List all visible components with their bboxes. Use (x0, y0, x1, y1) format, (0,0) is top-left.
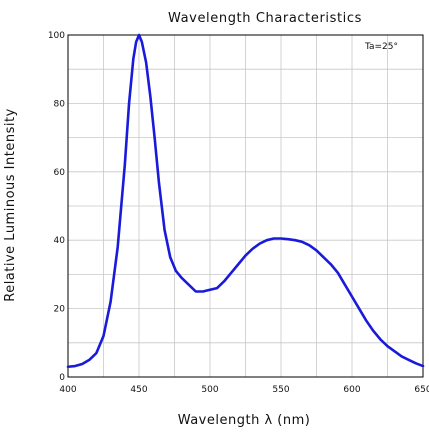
series-line-spectrum (66, 33, 425, 369)
y-tick-label: 40 (54, 236, 66, 246)
grid-lines (68, 35, 423, 377)
x-tick-label: 450 (130, 385, 147, 395)
x-axis-ticks: 400 450 500 550 600 650 (59, 385, 429, 395)
plot-frame (67, 34, 424, 378)
x-tick-label: 500 (201, 385, 218, 395)
y-axis-label: Relative Luminous Intensity (3, 108, 18, 302)
y-tick-label: 100 (48, 31, 65, 41)
temperature-annotation: Ta=25° (364, 42, 398, 52)
y-tick-label: 20 (54, 305, 66, 315)
x-tick-label: 650 (414, 385, 429, 395)
y-axis-ticks: 0 20 40 60 80 100 (48, 31, 65, 383)
y-tick-label: 80 (54, 99, 66, 109)
y-tick-label: 0 (59, 373, 65, 383)
x-tick-label: 550 (272, 385, 289, 395)
x-tick-label: 400 (59, 385, 76, 395)
chart-title: Wavelength Characteristics (168, 11, 362, 26)
x-tick-label: 600 (343, 385, 360, 395)
y-tick-label: 60 (54, 168, 66, 178)
x-axis-label: Wavelength λ (nm) (178, 413, 311, 428)
